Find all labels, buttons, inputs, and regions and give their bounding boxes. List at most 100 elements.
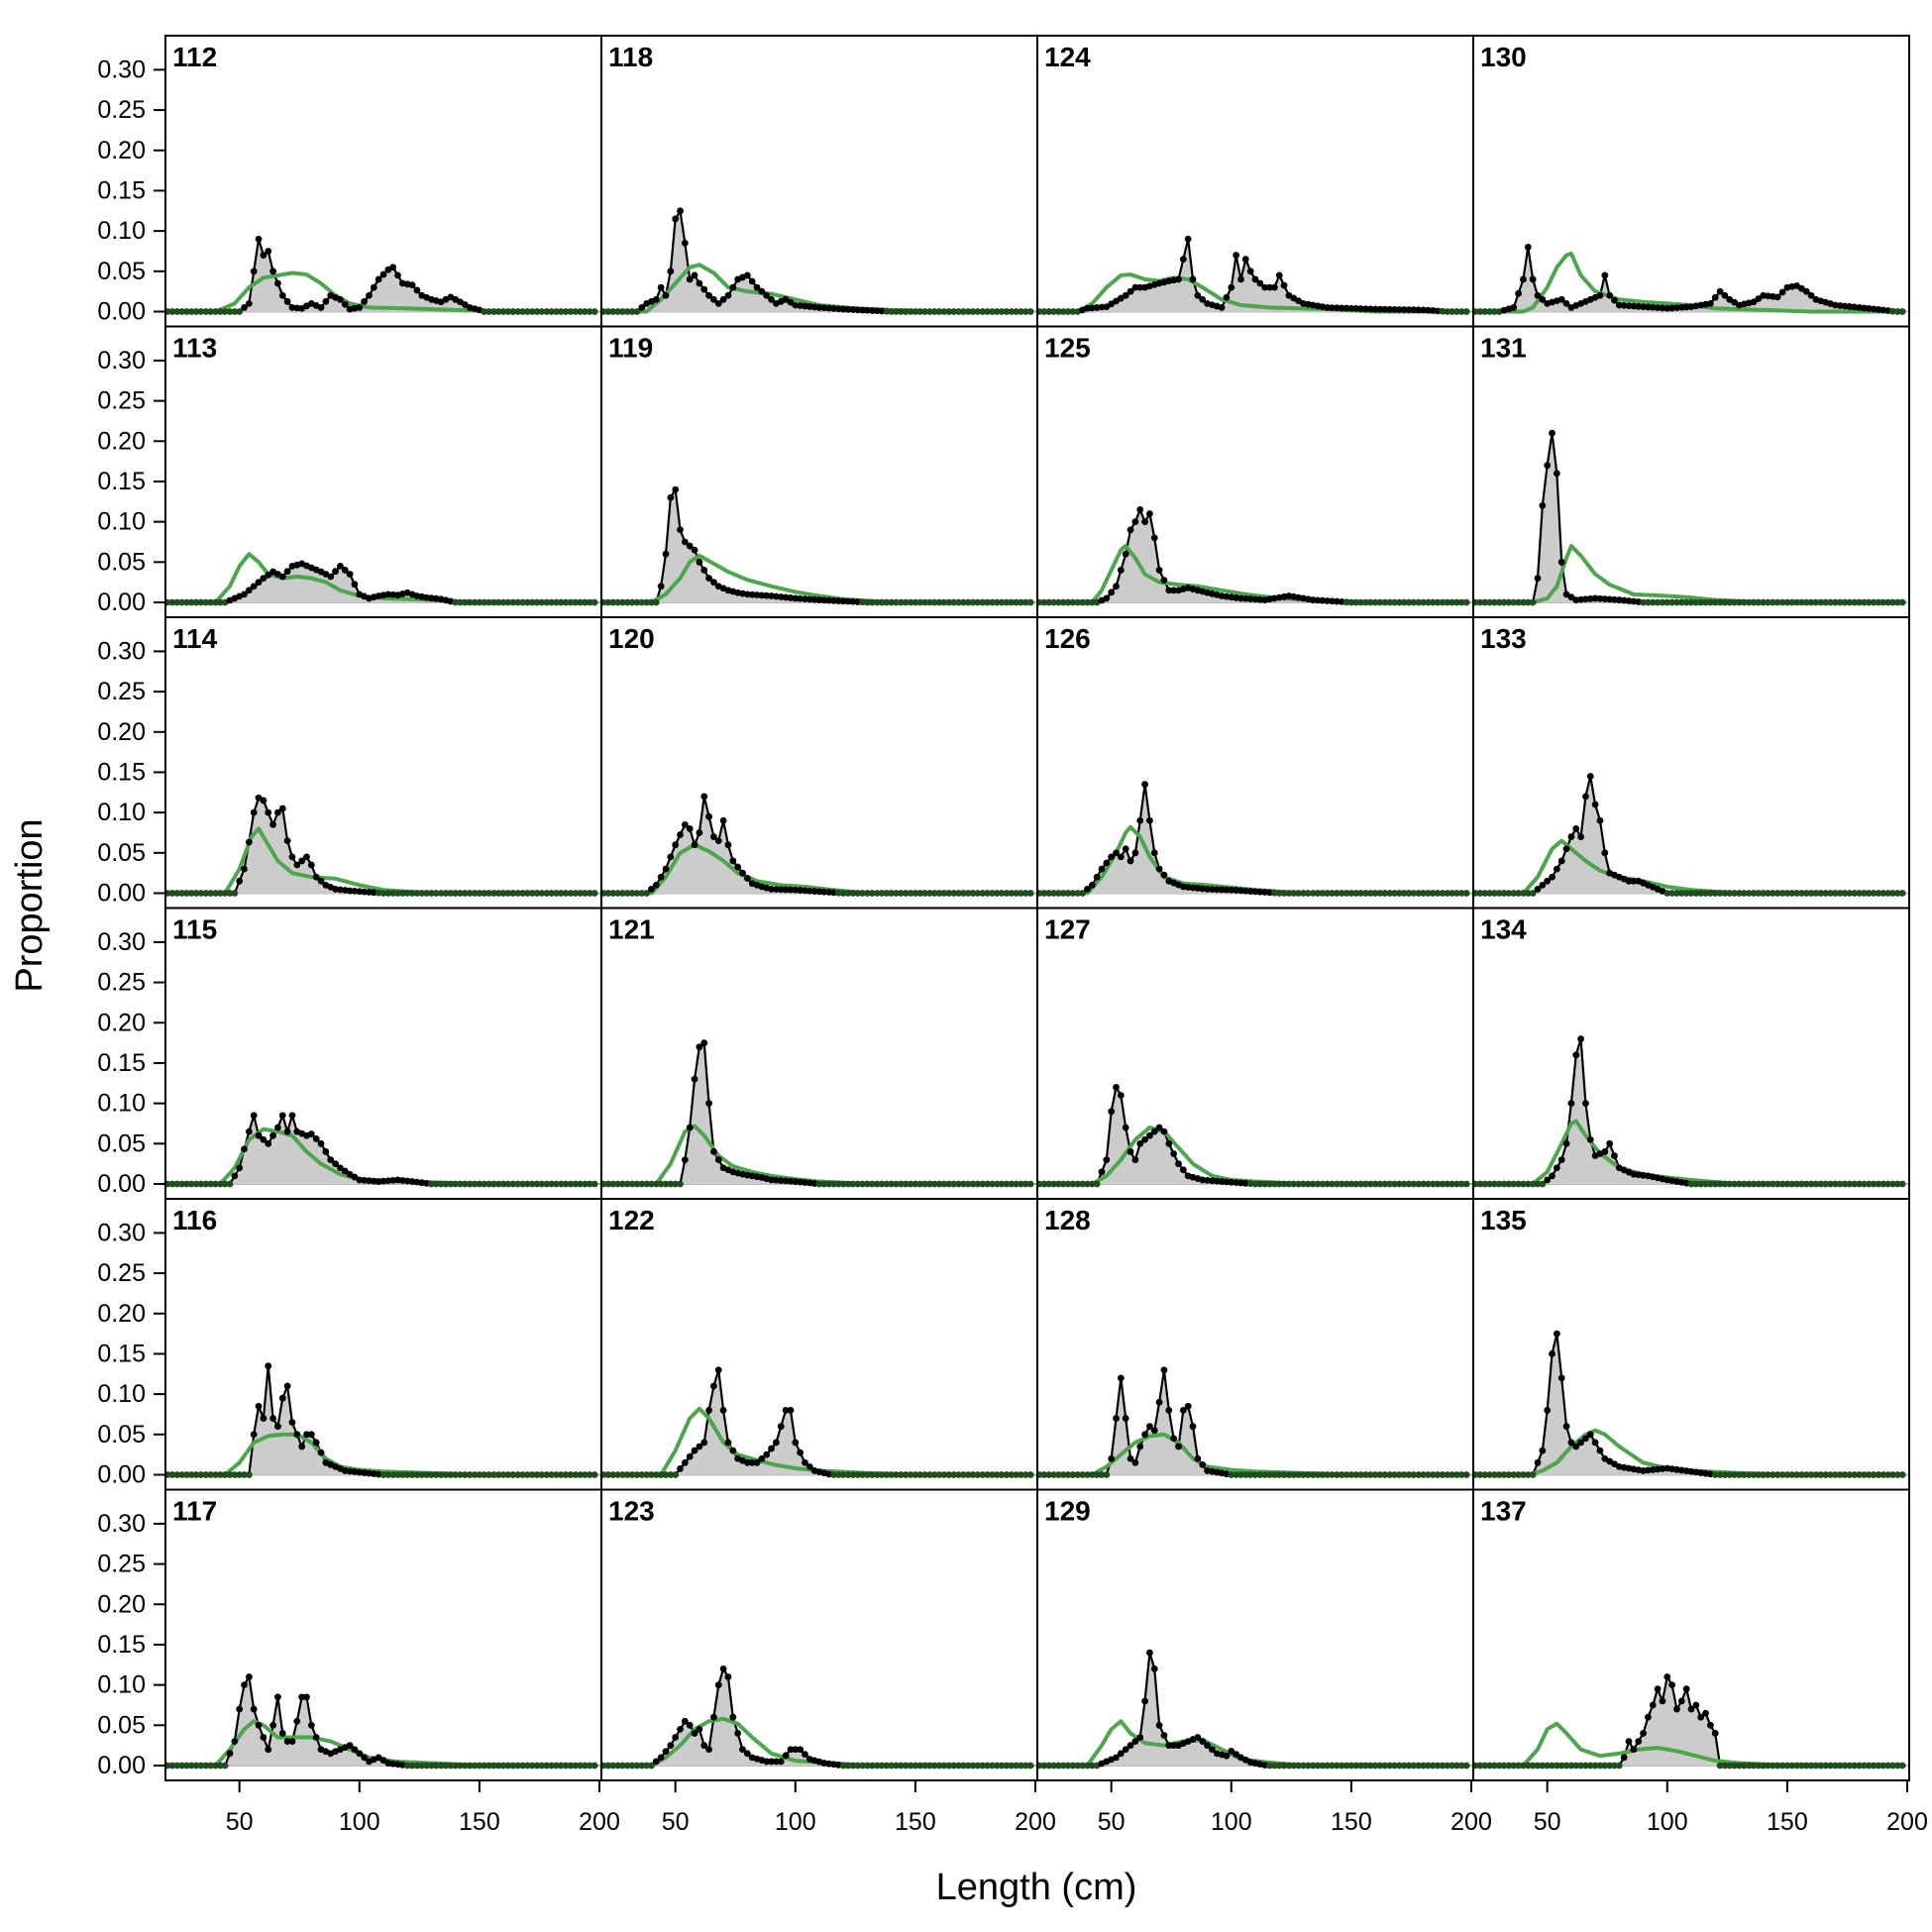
observed-point <box>638 1180 646 1188</box>
observed-point <box>226 1180 234 1188</box>
observed-point <box>1189 275 1197 283</box>
observed-point <box>1783 1762 1791 1770</box>
observed-point <box>681 1156 689 1163</box>
observed-point <box>1103 1471 1111 1478</box>
observed-point <box>1410 306 1418 314</box>
observed-point <box>1400 1180 1408 1188</box>
observed-point <box>428 1762 435 1770</box>
observed-point <box>623 1180 631 1188</box>
observed-point <box>178 598 185 606</box>
observed-point <box>1510 1180 1518 1188</box>
observed-point <box>303 1431 310 1439</box>
observed-point <box>255 579 263 587</box>
observed-point <box>777 1177 785 1184</box>
y-tick-label: 0.25 <box>97 1259 146 1287</box>
observed-point <box>1079 890 1086 897</box>
observed-point <box>398 1471 406 1478</box>
observed-point <box>1586 1135 1594 1143</box>
observed-point <box>523 308 531 315</box>
observed-point <box>1659 304 1666 312</box>
observed-point <box>1246 1471 1254 1478</box>
observed-point <box>1136 506 1144 513</box>
observed-point <box>1702 598 1709 606</box>
observed-point <box>351 888 359 895</box>
observed-point <box>1136 1139 1144 1147</box>
observed-point <box>366 291 373 299</box>
x-tick-label: 200 <box>1886 1808 1928 1836</box>
observed-point <box>437 1180 445 1188</box>
observed-point <box>1572 1051 1580 1059</box>
observed-point <box>969 1180 977 1188</box>
observed-point <box>768 1176 775 1184</box>
y-axis-row-3: 0.000.050.100.150.200.250.30 <box>97 637 165 908</box>
observed-point <box>691 271 698 279</box>
observed-point <box>945 1471 953 1478</box>
observed-point <box>912 890 919 897</box>
observed-point <box>533 308 541 315</box>
observed-point <box>1740 1762 1748 1770</box>
observed-point <box>582 1180 589 1188</box>
observed-point <box>1228 1471 1235 1478</box>
observed-point <box>609 308 617 315</box>
observed-point <box>519 1762 526 1770</box>
observed-point <box>883 307 891 315</box>
observed-point <box>442 1180 450 1188</box>
observed-point <box>1088 598 1096 606</box>
observed-point <box>1745 598 1753 606</box>
observed-point <box>893 1180 900 1188</box>
observed-point <box>523 1180 531 1188</box>
observed-point <box>1381 1180 1389 1188</box>
observed-point <box>1366 598 1374 606</box>
observed-point <box>1851 890 1859 897</box>
observed-point <box>782 886 790 894</box>
observed-point <box>548 890 555 897</box>
observed-point <box>897 308 905 315</box>
observed-point <box>1233 887 1240 894</box>
observed-point <box>1510 1762 1518 1770</box>
observed-point <box>1122 1415 1129 1422</box>
observed-point <box>1529 598 1537 606</box>
observed-point <box>572 1471 580 1478</box>
observed-point <box>691 841 698 849</box>
observed-point <box>1798 1762 1805 1770</box>
y-tick-label: 0.10 <box>97 1380 146 1408</box>
observed-point <box>1453 1762 1460 1770</box>
observed-area <box>603 796 1031 894</box>
observed-point <box>1841 1471 1849 1478</box>
observed-point <box>255 1402 263 1410</box>
observed-point <box>743 271 751 279</box>
observed-point <box>461 1180 469 1188</box>
observed-point <box>609 1180 617 1188</box>
observed-point <box>1534 886 1542 893</box>
observed-point <box>173 1471 181 1478</box>
observed-point <box>1386 1180 1394 1188</box>
observed-point <box>418 890 426 897</box>
observed-point <box>379 1177 387 1185</box>
panel-130: 130 <box>1471 35 1910 328</box>
observed-point <box>504 890 512 897</box>
observed-point <box>1549 429 1556 437</box>
observed-point <box>1228 886 1235 894</box>
observed-point <box>1223 1178 1231 1186</box>
observed-point <box>1113 1415 1120 1422</box>
observed-point <box>1376 1762 1384 1770</box>
observed-point <box>854 1180 862 1188</box>
observed-point <box>1324 1762 1332 1770</box>
observed-point <box>1050 1762 1057 1770</box>
observed-point <box>1266 889 1273 897</box>
observed-point <box>1606 595 1614 603</box>
observed-point <box>1098 1168 1106 1176</box>
observed-point <box>375 275 382 283</box>
observed-point <box>187 890 195 897</box>
observed-point <box>633 308 641 315</box>
observed-point <box>332 568 339 576</box>
observed-point <box>481 598 488 606</box>
observed-point <box>548 308 555 315</box>
observed-point <box>1266 1471 1273 1478</box>
observed-point <box>1434 1180 1442 1188</box>
observed-point <box>1155 865 1163 873</box>
observed-point <box>1270 1471 1278 1478</box>
observed-point <box>955 598 962 606</box>
observed-point <box>854 598 862 605</box>
observed-point <box>1059 1471 1067 1478</box>
